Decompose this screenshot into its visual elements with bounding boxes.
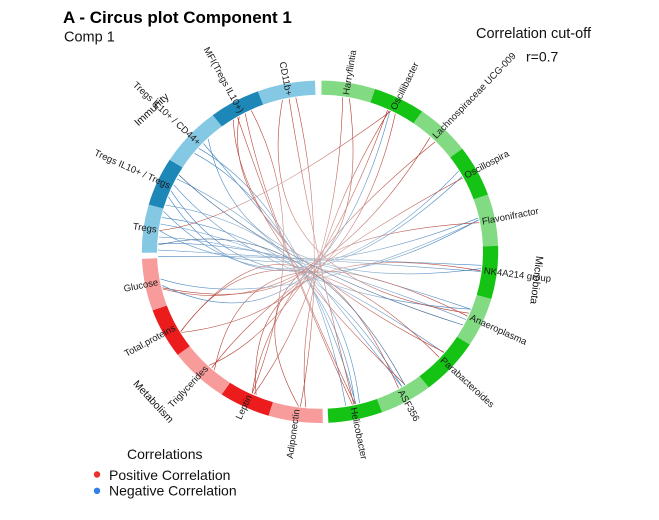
svg-text:r=0.7: r=0.7 bbox=[526, 49, 559, 65]
svg-text:Correlations: Correlations bbox=[127, 446, 202, 462]
svg-text:Positive Correlation: Positive Correlation bbox=[109, 467, 230, 483]
svg-text:A - Circus plot Component 1: A - Circus plot Component 1 bbox=[63, 8, 292, 27]
svg-text:Tregs: Tregs bbox=[132, 221, 157, 235]
svg-text:Correlation cut-off: Correlation cut-off bbox=[476, 26, 592, 42]
svg-text:Comp 1: Comp 1 bbox=[64, 30, 115, 46]
svg-text:Microbiota: Microbiota bbox=[527, 255, 545, 305]
svg-text:Negative Correlation: Negative Correlation bbox=[109, 483, 237, 499]
